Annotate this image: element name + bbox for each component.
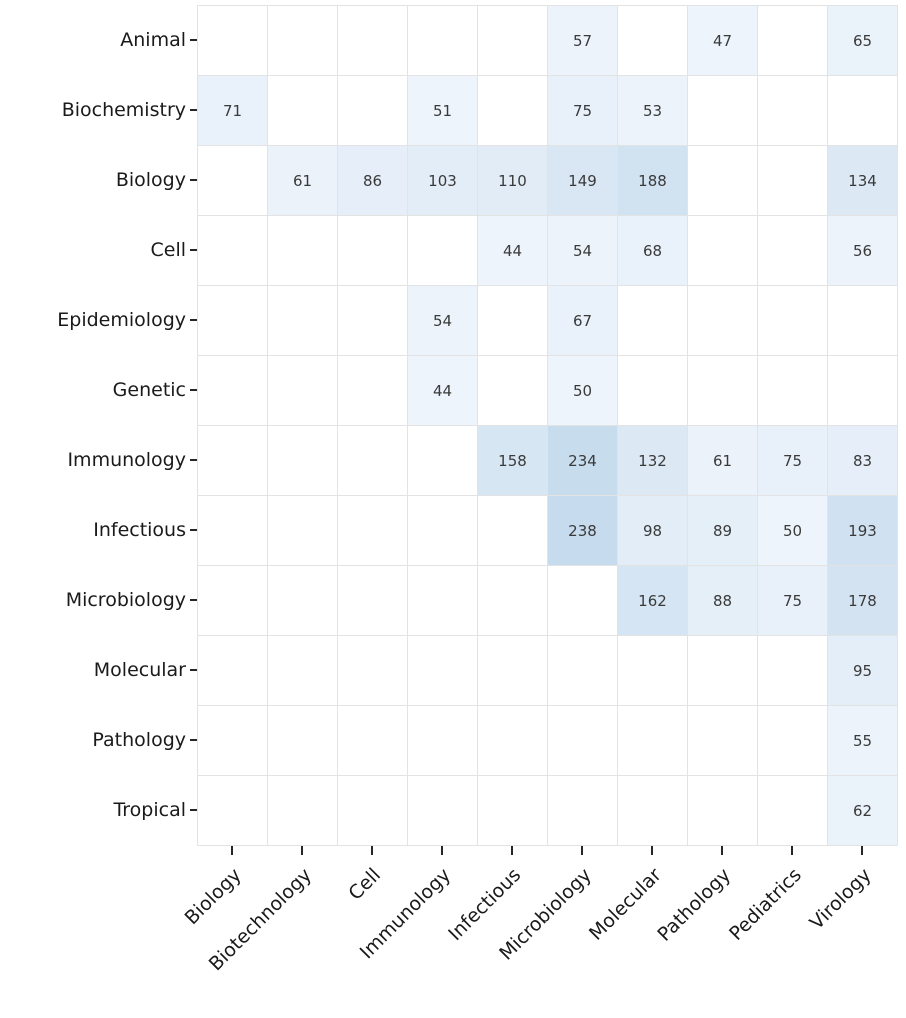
heatmap-cell-infectious-pathology: 89 bbox=[688, 496, 757, 565]
heatmap-cell-biology-infectious: 110 bbox=[478, 146, 547, 215]
y-tick-label-animal: Animal bbox=[120, 29, 186, 51]
y-tick-mark bbox=[190, 319, 197, 321]
heatmap-cell-cell-virology: 56 bbox=[828, 216, 897, 285]
heatmap-cell-microbiology-pediatrics: 75 bbox=[758, 566, 827, 635]
x-tick-mark bbox=[511, 846, 513, 855]
y-tick-mark bbox=[190, 809, 197, 811]
heatmap-cell-infectious-microbiology: 238 bbox=[548, 496, 617, 565]
heatmap-cell-biochemistry-molecular: 53 bbox=[618, 76, 687, 145]
heatmap-grid: 57 47 65 71 51 75 53 61 86 103 110 149 188 134 44 54 68 5… bbox=[197, 5, 898, 846]
y-tick-label-biology: Biology bbox=[115, 169, 186, 191]
heatmap-cell-epidemiology-microbiology: 67 bbox=[548, 286, 617, 355]
x-tick-mark bbox=[441, 846, 443, 855]
y-tick-mark bbox=[190, 739, 197, 741]
heatmap-cell-cell-infectious: 44 bbox=[478, 216, 547, 285]
x-tick-mark bbox=[861, 846, 863, 855]
heatmap-cell-cell-microbiology: 54 bbox=[548, 216, 617, 285]
heatmap-cell-animal-pathology: 47 bbox=[688, 6, 757, 75]
heatmap-cell-immunology-virology: 83 bbox=[828, 426, 897, 495]
y-tick-label-immunology: Immunology bbox=[67, 449, 186, 471]
heatmap-cell-genetic-immunology: 44 bbox=[408, 356, 477, 425]
heatmap-cell-pathology-virology: 55 bbox=[828, 706, 897, 775]
x-tick-label-pediatrics: Pediatrics bbox=[724, 864, 806, 945]
x-tick-label-pathology: Pathology bbox=[653, 864, 736, 946]
heatmap-cell-biology-microbiology: 149 bbox=[548, 146, 617, 215]
x-tick-label-cell: Cell bbox=[344, 864, 386, 905]
x-tick-mark bbox=[231, 846, 233, 855]
y-tick-label-epidemiology: Epidemiology bbox=[57, 309, 186, 331]
heatmap-cell-tropical-virology: 62 bbox=[828, 776, 897, 845]
y-tick-label-microbiology: Microbiology bbox=[65, 589, 186, 611]
heatmap-cell-epidemiology-immunology: 54 bbox=[408, 286, 477, 355]
heatmap-cell-biology-molecular: 188 bbox=[618, 146, 687, 215]
y-tick-mark bbox=[190, 109, 197, 111]
y-tick-mark bbox=[190, 389, 197, 391]
heatmap-cell-immunology-molecular: 132 bbox=[618, 426, 687, 495]
y-tick-mark bbox=[190, 599, 197, 601]
y-tick-label-molecular: Molecular bbox=[93, 659, 186, 681]
heatmap-cell-microbiology-virology: 178 bbox=[828, 566, 897, 635]
x-tick-label-virology: Virology bbox=[805, 864, 876, 935]
heatmap-cell-cell-molecular: 68 bbox=[618, 216, 687, 285]
heatmap-cell-immunology-pathology: 61 bbox=[688, 426, 757, 495]
x-tick-mark bbox=[791, 846, 793, 855]
heatmap-cell-immunology-pediatrics: 75 bbox=[758, 426, 827, 495]
heatmap-cell-genetic-microbiology: 50 bbox=[548, 356, 617, 425]
x-tick-label-molecular: Molecular bbox=[584, 864, 666, 945]
y-tick-mark bbox=[190, 39, 197, 41]
x-tick-mark bbox=[371, 846, 373, 855]
heatmap-cell-biochemistry-microbiology: 75 bbox=[548, 76, 617, 145]
heatmap-cell-biology-cell: 86 bbox=[338, 146, 407, 215]
y-tick-label-pathology: Pathology bbox=[92, 729, 186, 751]
heatmap-cell-infectious-pediatrics: 50 bbox=[758, 496, 827, 565]
heatmap-cell-infectious-virology: 193 bbox=[828, 496, 897, 565]
heatmap-cell-immunology-infectious: 158 bbox=[478, 426, 547, 495]
x-tick-label-biology: Biology bbox=[180, 864, 246, 930]
y-tick-label-biochemistry: Biochemistry bbox=[61, 99, 186, 121]
heatmap-cell-molecular-virology: 95 bbox=[828, 636, 897, 705]
y-tick-mark bbox=[190, 249, 197, 251]
heatmap-cell-animal-microbiology: 57 bbox=[548, 6, 617, 75]
heatmap-cell-biology-virology: 134 bbox=[828, 146, 897, 215]
heatmap-cell-animal-virology: 65 bbox=[828, 6, 897, 75]
y-tick-mark bbox=[190, 669, 197, 671]
x-tick-mark bbox=[581, 846, 583, 855]
y-tick-label-tropical: Tropical bbox=[113, 799, 186, 821]
y-tick-label-infectious: Infectious bbox=[93, 519, 186, 541]
heatmap-cell-biochemistry-biology: 71 bbox=[198, 76, 267, 145]
y-tick-mark bbox=[190, 529, 197, 531]
x-tick-mark bbox=[721, 846, 723, 855]
y-tick-mark bbox=[190, 459, 197, 461]
heatmap-cell-biochemistry-immunology: 51 bbox=[408, 76, 477, 145]
heatmap-cell-microbiology-pathology: 88 bbox=[688, 566, 757, 635]
y-tick-mark bbox=[190, 179, 197, 181]
heatmap-cell-infectious-molecular: 98 bbox=[618, 496, 687, 565]
heatmap-cell-immunology-microbiology: 234 bbox=[548, 426, 617, 495]
y-tick-label-genetic: Genetic bbox=[112, 379, 186, 401]
heatmap-cell-biology-biotechnology: 61 bbox=[268, 146, 337, 215]
heatmap-cell-biology-immunology: 103 bbox=[408, 146, 477, 215]
heatmap-cell-microbiology-molecular: 162 bbox=[618, 566, 687, 635]
y-tick-label-cell: Cell bbox=[150, 239, 186, 261]
x-tick-mark bbox=[651, 846, 653, 855]
x-tick-mark bbox=[301, 846, 303, 855]
